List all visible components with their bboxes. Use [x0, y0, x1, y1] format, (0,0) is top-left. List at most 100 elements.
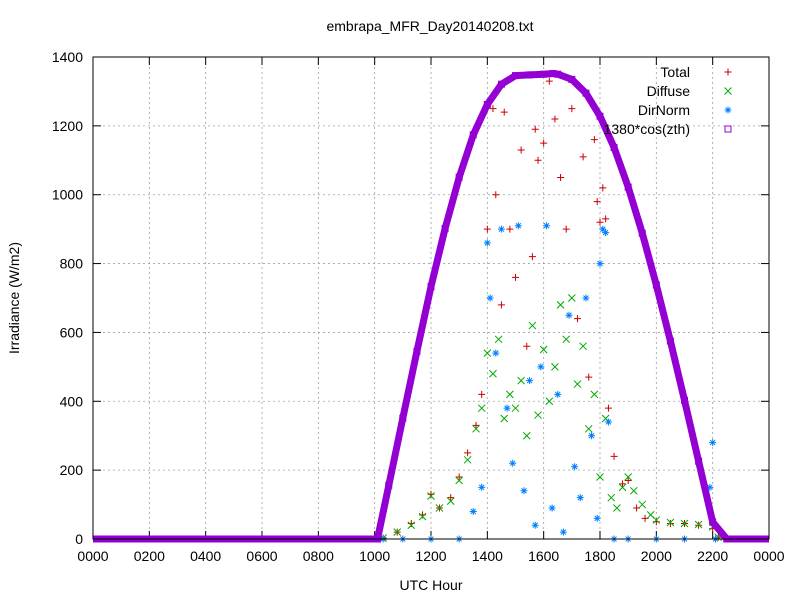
data-point [407, 520, 415, 528]
data-point [486, 294, 494, 302]
data-point [517, 376, 525, 385]
data-point [435, 504, 444, 512]
data-point [666, 518, 675, 527]
data-point [511, 404, 520, 413]
data-point [492, 191, 500, 199]
data-point [497, 80, 505, 88]
data-point [694, 520, 703, 529]
data-point [427, 283, 435, 291]
data-point [427, 490, 435, 498]
data-point [509, 459, 517, 467]
data-point [531, 125, 539, 133]
data-point [512, 273, 519, 281]
data-point [624, 476, 632, 484]
data-point [610, 452, 618, 460]
data-point [680, 519, 689, 528]
chart-title: embrapa_MFR_Day20140208.txt [326, 18, 533, 34]
legend-marker [724, 106, 732, 114]
data-point [576, 494, 584, 502]
data-point [652, 281, 660, 289]
data-point [548, 504, 556, 512]
data-point [469, 131, 477, 139]
data-point [610, 144, 618, 152]
data-point [545, 77, 553, 85]
data-point [464, 449, 472, 457]
x-tick-label: 0000 [753, 548, 784, 564]
data-point [526, 71, 534, 79]
y-tick-label: 1400 [52, 49, 83, 65]
data-point [706, 483, 714, 491]
data-point [500, 108, 508, 116]
data-point [523, 342, 531, 350]
data-point [624, 473, 633, 481]
y-tick-label: 200 [60, 462, 84, 478]
data-point [624, 183, 632, 191]
data-point [497, 301, 505, 309]
data-point [549, 70, 557, 78]
data-point [604, 404, 612, 412]
x-tick-label: 0600 [246, 548, 277, 564]
data-point [497, 225, 505, 233]
data-point [602, 215, 610, 223]
data-point [537, 363, 545, 371]
data-point [607, 493, 616, 502]
data-point [477, 404, 486, 413]
data-point [407, 521, 416, 530]
data-point [554, 70, 562, 78]
data-point [542, 222, 550, 230]
data-point [709, 518, 717, 526]
y-tick-label: 400 [60, 393, 84, 409]
data-point [604, 418, 612, 426]
data-point [455, 476, 464, 485]
data-point [500, 414, 509, 423]
data-point [492, 349, 500, 357]
data-point [709, 439, 717, 447]
data-point [455, 173, 463, 181]
legend-marker [724, 87, 732, 95]
legend-label: Total [660, 64, 690, 80]
data-point [539, 345, 548, 354]
series-0 [379, 77, 722, 542]
data-point [588, 432, 596, 440]
legend-label: Diffuse [647, 83, 691, 99]
data-point [551, 363, 559, 371]
data-point [562, 225, 570, 233]
data-point [579, 153, 587, 161]
data-point [446, 497, 455, 505]
data-point [652, 518, 660, 526]
data-point [534, 411, 542, 419]
x-tick-label: 1800 [584, 548, 615, 564]
legend-marker [724, 125, 732, 133]
data-point [472, 421, 480, 429]
data-point [528, 253, 536, 261]
x-tick-label: 0000 [77, 548, 108, 564]
data-point [666, 520, 674, 528]
data-point [506, 225, 514, 233]
data-point [534, 156, 542, 164]
data-point [514, 222, 522, 230]
data-point [562, 335, 571, 344]
y-tick-label: 800 [60, 256, 84, 272]
data-point [528, 321, 537, 330]
y-tick-label: 600 [60, 324, 84, 340]
x-tick-label: 2200 [697, 548, 728, 564]
data-point [557, 174, 565, 181]
data-point [522, 431, 531, 440]
data-point [393, 528, 402, 536]
data-point [568, 75, 576, 83]
data-point [613, 504, 621, 512]
data-point [596, 112, 604, 120]
x-tick-label: 0800 [303, 548, 334, 564]
data-point [681, 396, 688, 404]
x-tick-label: 1000 [359, 548, 390, 564]
data-point [565, 311, 573, 319]
data-point [503, 404, 511, 412]
y-axis-label: Irradiance (W/m2) [6, 242, 22, 354]
data-point [556, 301, 565, 309]
data-point [418, 512, 427, 521]
data-point [666, 337, 674, 345]
data-point [571, 463, 579, 471]
data-point [427, 492, 435, 500]
data-point [506, 390, 514, 399]
